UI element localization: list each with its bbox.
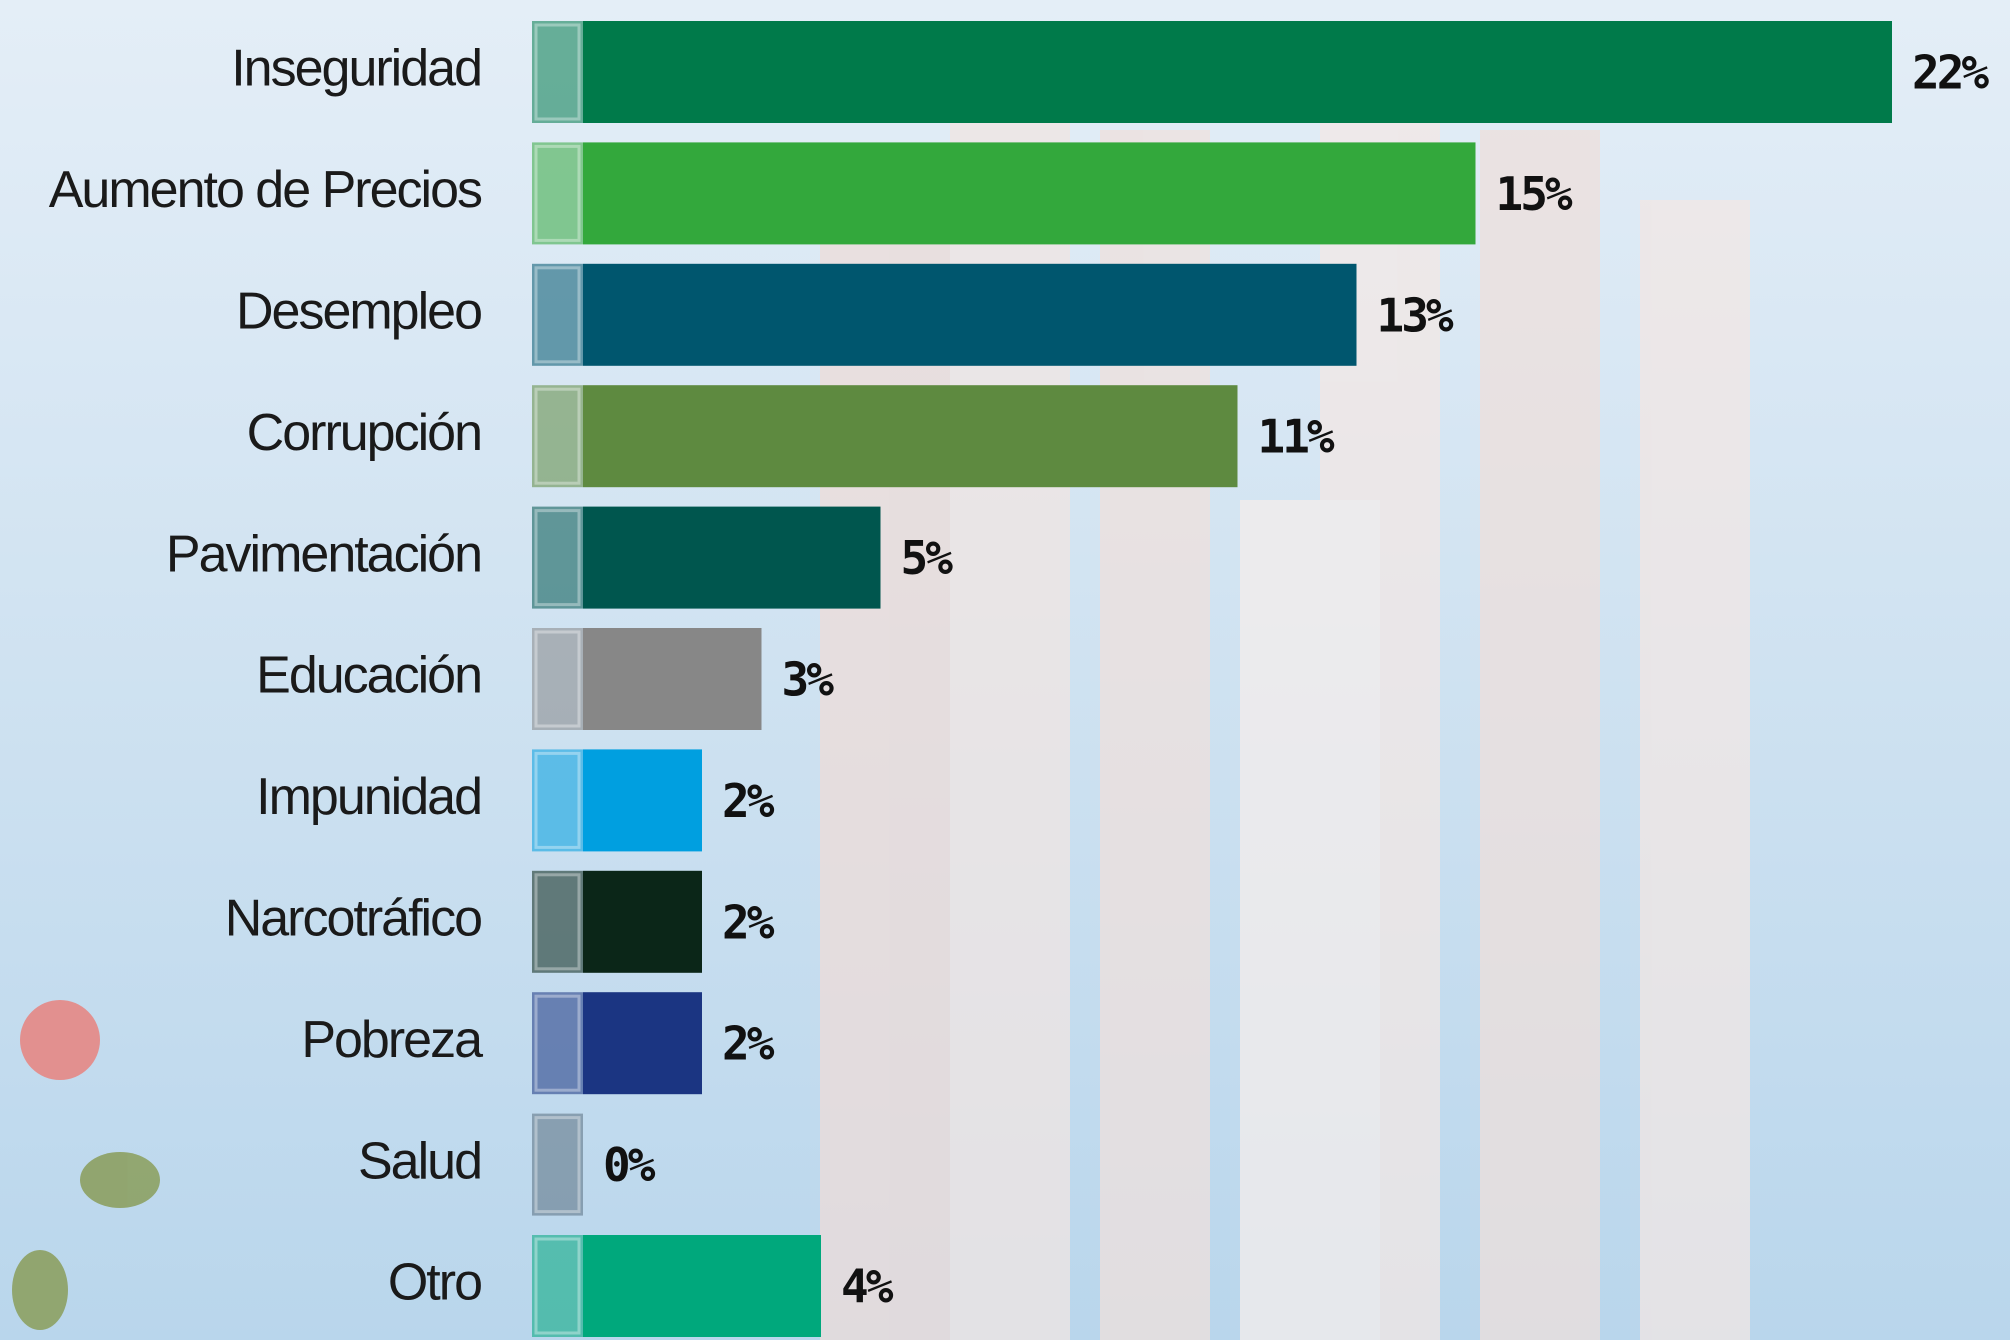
value-label: 2%	[722, 1017, 775, 1071]
page: Inseguridad 22% Aumento de Precios 15% Desem…	[0, 0, 2010, 1340]
category-label: Inseguridad	[231, 40, 481, 98]
bar-stub	[532, 628, 583, 730]
category-label: Corrupción	[247, 404, 481, 462]
bar	[583, 507, 881, 609]
category-label: Salud	[358, 1132, 481, 1190]
category-label: Narcotráfico	[225, 890, 481, 948]
category-label: Otro	[388, 1254, 481, 1312]
bar	[583, 992, 702, 1094]
value-label: 4%	[841, 1260, 894, 1314]
category-label: Aumento de Precios	[49, 161, 482, 219]
bar-stub	[532, 1235, 583, 1337]
bar-stub	[532, 1114, 583, 1216]
bar	[583, 871, 702, 973]
category-label: Impunidad	[256, 768, 481, 826]
value-label: 11%	[1258, 410, 1335, 464]
value-label: 3%	[782, 653, 835, 707]
bar	[583, 385, 1238, 487]
category-label: Desempleo	[236, 283, 481, 341]
value-label: 2%	[722, 895, 775, 949]
chart: Inseguridad 22% Aumento de Precios 15% Desem…	[0, 0, 2010, 1340]
bar-stub	[532, 264, 583, 366]
value-label: 22%	[1912, 46, 1989, 100]
value-label: 2%	[722, 774, 775, 828]
value-label: 13%	[1377, 288, 1454, 342]
value-label: 5%	[901, 531, 954, 585]
value-label: 15%	[1496, 167, 1573, 221]
bar-stub	[532, 749, 583, 851]
bar	[583, 21, 1892, 123]
value-label: 0%	[603, 1138, 656, 1192]
bar	[583, 628, 762, 730]
category-label: Educación	[256, 647, 481, 705]
bar-stub	[532, 385, 583, 487]
bar-stub	[532, 871, 583, 973]
bar	[583, 264, 1357, 366]
category-label: Pobreza	[301, 1011, 483, 1069]
category-label: Pavimentación	[166, 525, 481, 583]
bar	[583, 749, 702, 851]
bar-stub	[532, 142, 583, 244]
bar	[583, 1235, 821, 1337]
bar-stub	[532, 21, 583, 123]
bar-stub	[532, 992, 583, 1094]
bar	[583, 142, 1476, 244]
bar-stub	[532, 507, 583, 609]
